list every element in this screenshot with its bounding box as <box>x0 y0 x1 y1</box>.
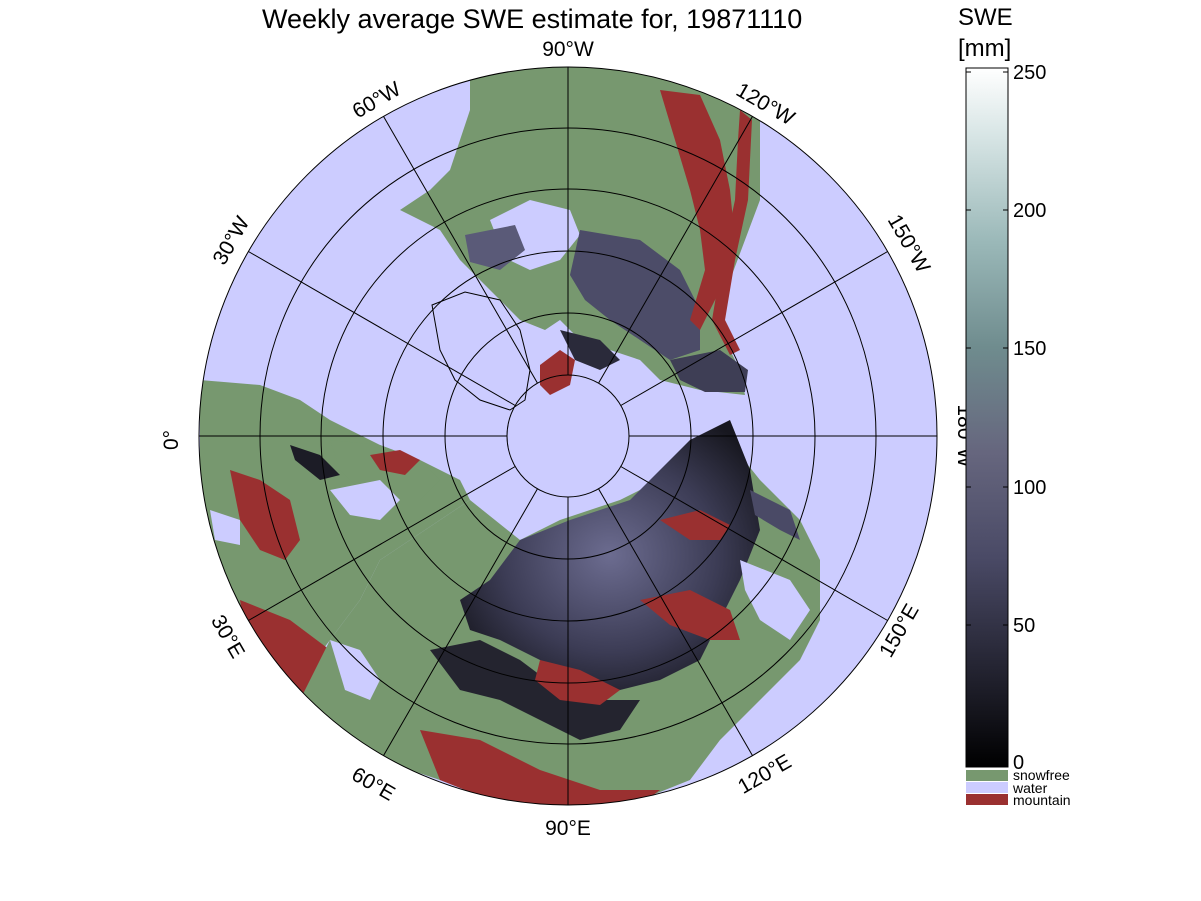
snow-central-asia <box>430 640 640 740</box>
tick-0: 0 <box>1013 752 1024 774</box>
tick-50: 50 <box>1013 615 1035 637</box>
colorbar-title-variable: SWE <box>958 4 1013 31</box>
mountain-alps <box>230 470 300 560</box>
colorbar-tick-marks <box>966 71 1008 626</box>
tick-100: 100 <box>1013 477 1046 499</box>
legend-swatch-water <box>966 782 1008 793</box>
legend-swatch-mountain <box>966 794 1008 805</box>
map-border <box>198 66 938 806</box>
tick-150: 150 <box>1013 338 1046 360</box>
legend-label-mountain: mountain <box>1013 792 1071 808</box>
colorbar-title-unit: [mm] <box>958 35 1012 62</box>
snow-canada <box>570 230 700 360</box>
snow-kamchatka <box>750 490 800 540</box>
label-90w: 90°W <box>542 38 594 61</box>
colorbar-title: SWE [mm] <box>958 2 1013 64</box>
colorbar <box>965 67 1009 768</box>
legend-label-water: water <box>1013 780 1048 796</box>
tick-250: 250 <box>1013 62 1046 84</box>
water-okhotsk <box>740 560 810 640</box>
mountain-coast-range <box>712 110 752 355</box>
snow-labrador <box>465 225 525 270</box>
mountain-scandinavia <box>370 450 420 475</box>
mountain-rockies <box>660 90 735 330</box>
map-title: Weekly average SWE estimate for, 1987111… <box>262 4 803 34</box>
mountain-tibet <box>420 730 660 805</box>
label-90e: 90°E <box>545 817 591 840</box>
colorbar-tick-labels: 250 200 150 100 50 0 <box>1013 62 1046 774</box>
snow-alaska <box>670 350 748 392</box>
map-disk <box>199 67 937 805</box>
label-60e: 60°E <box>348 763 399 806</box>
mountain-east-siberia <box>640 590 740 640</box>
water-black-sea <box>210 510 240 545</box>
water-caspian <box>330 640 380 700</box>
mountain-greenland-edge <box>540 350 575 395</box>
legend-label-snowfree: snowfree <box>1013 767 1070 783</box>
mountain-verkhoyansk <box>660 510 730 540</box>
snow-scandinavia <box>290 445 340 480</box>
label-0: 0° <box>160 430 183 450</box>
legend-swatch-snowfree <box>966 770 1008 781</box>
label-30e: 30°E <box>206 611 249 662</box>
tick-200: 200 <box>1013 200 1046 222</box>
water-baltic <box>330 480 400 520</box>
snow-arctic-islands <box>560 330 620 370</box>
meridians <box>199 67 937 805</box>
